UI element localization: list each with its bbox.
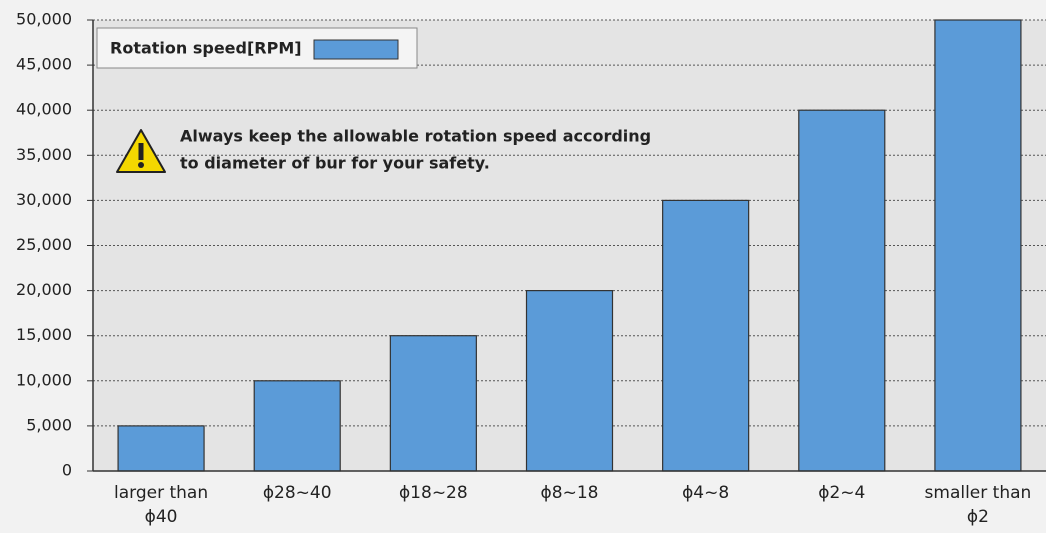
y-tick-label: 10,000 — [16, 370, 72, 389]
y-tick-label: 15,000 — [16, 325, 72, 344]
x-tick-label: ϕ4~8 — [651, 481, 761, 505]
annotation-line: to diameter of bur for your safety. — [180, 154, 490, 173]
bar — [663, 200, 749, 471]
bar — [118, 426, 204, 471]
y-tick-label: 40,000 — [16, 100, 72, 119]
legend-swatch — [314, 40, 398, 59]
x-tick-label: smaller than ϕ2 — [923, 481, 1033, 529]
annotation-line: Always keep the allowable rotation speed… — [180, 127, 651, 146]
y-tick-label: 30,000 — [16, 190, 72, 209]
y-tick-label: 50,000 — [16, 10, 72, 29]
y-tick-label: 5,000 — [26, 415, 72, 434]
x-tick-label: larger than ϕ40 — [106, 481, 216, 529]
x-tick-label: ϕ8~18 — [515, 481, 625, 505]
bar — [527, 291, 613, 471]
legend-label: Rotation speed[RPM] — [110, 39, 302, 58]
y-tick-label: 35,000 — [16, 145, 72, 164]
y-tick-label: 0 — [62, 461, 72, 480]
bar — [254, 381, 340, 471]
bar — [935, 20, 1021, 471]
y-tick-label: 25,000 — [16, 235, 72, 254]
y-tick-label: 20,000 — [16, 280, 72, 299]
bar — [799, 110, 885, 471]
x-tick-label: ϕ18~28 — [378, 481, 488, 505]
x-tick-label: ϕ2~4 — [787, 481, 897, 505]
bar — [390, 336, 476, 471]
chart-page: Rotation speed[RPM] Always keep the allo… — [0, 0, 1046, 533]
chart: Rotation speed[RPM] Always keep the allo… — [0, 0, 1046, 533]
x-tick-label: ϕ28~40 — [242, 481, 352, 505]
y-tick-label: 45,000 — [16, 55, 72, 74]
